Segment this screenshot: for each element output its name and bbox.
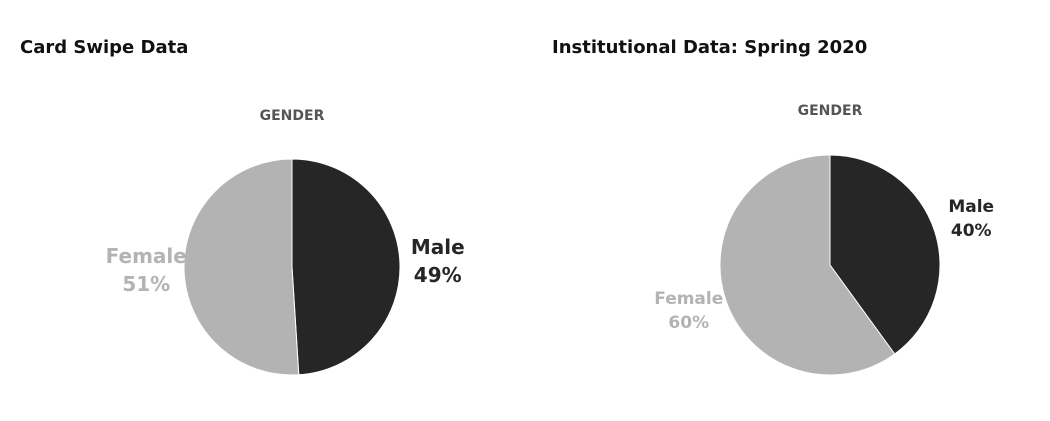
chart-subtitle: GENDER (798, 103, 863, 119)
slice-category-label: Male (411, 235, 465, 259)
slice-category-label: Female (106, 244, 187, 268)
pie-slice (719, 154, 896, 376)
slice-category-label: Male (948, 197, 994, 217)
chart-title: Card Swipe Data (20, 37, 188, 58)
pie-slice (183, 158, 300, 376)
slice-category-label: Female (654, 289, 723, 309)
pie-slice (829, 154, 941, 355)
slice-value-label: 40% (951, 221, 992, 241)
pie-slice (291, 158, 401, 376)
slice-value-label: 49% (414, 263, 462, 287)
slice-value-label: 60% (668, 313, 709, 333)
chart-subtitle: GENDER (260, 108, 325, 124)
slice-value-label: 51% (122, 272, 170, 296)
chart-title: Institutional Data: Spring 2020 (552, 37, 867, 58)
